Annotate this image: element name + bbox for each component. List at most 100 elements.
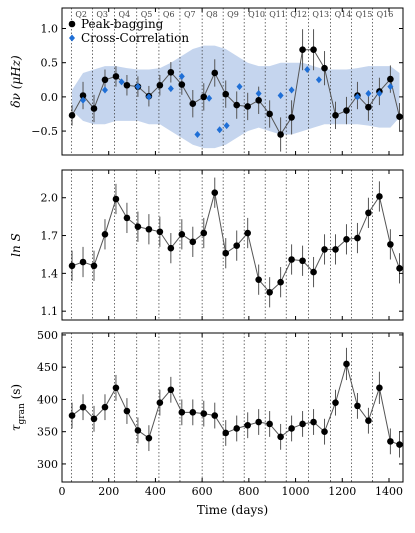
point [222,429,230,437]
point [277,278,284,286]
point [112,73,120,80]
x-tick-label: 0 [59,485,66,498]
point [101,230,109,238]
point [211,69,219,77]
point [255,89,262,97]
axes-frame [61,169,404,321]
point [145,93,152,101]
quarter-label: Q9 [227,10,239,19]
point [299,46,306,54]
x-tick-label: 200 [98,485,119,498]
point [365,89,372,97]
point [310,268,317,276]
point [332,399,339,406]
point [123,81,131,89]
point [167,85,174,93]
point [277,92,284,100]
series-line [71,362,400,446]
quarter-label: Q3 [96,10,108,19]
point [277,433,284,441]
point [332,112,339,119]
point [189,100,197,108]
point [134,83,141,91]
point [277,131,284,138]
point [178,81,186,88]
y-axis-label-part: τ [9,424,23,431]
uncertainty-band [72,45,400,149]
point [156,81,164,89]
point [288,86,295,94]
quarter-label: Q6 [163,10,175,19]
quarter-label: Q15 [356,10,373,19]
point [101,76,109,84]
y-axis-label: τgran (s) [9,384,27,431]
point [266,288,273,296]
y-tick-label: 1.7 [41,230,59,243]
axes-frame [61,7,404,156]
point [332,246,339,253]
point [365,103,372,111]
point [315,76,322,84]
y-axis-label: ln S [9,233,23,257]
y-tick-label: −0.5 [31,125,58,138]
point [80,96,87,104]
quarter-label: Q2 [75,10,87,19]
point [343,236,350,243]
quarter-label: Q16 [377,10,394,19]
point [310,46,317,54]
x-tick-label: 400 [145,485,166,498]
plot-area [68,170,403,320]
point [178,72,185,80]
point [354,234,361,242]
point [156,228,164,236]
point [145,434,153,442]
x-tick-label: 1000 [282,485,310,498]
point [266,420,273,428]
point [223,122,230,130]
quarter-label: Q10 [248,10,265,19]
point [255,276,262,283]
y-tick-label: 1.4 [41,267,59,280]
point [288,114,295,121]
point [236,83,243,91]
point [156,399,164,406]
point [194,130,201,138]
point [112,384,120,392]
point [233,242,241,249]
quarter-label: Q14 [335,10,352,19]
point [200,410,208,417]
y-axis-label: δν (μHz) [9,55,23,108]
point [321,246,328,253]
point [376,89,383,97]
legend-marker [69,34,75,42]
point [233,425,241,432]
point [145,225,153,233]
point [79,92,87,99]
y-axis-label-part: gran [17,403,27,424]
legend-marker [68,20,76,28]
plot-area [68,8,403,155]
legend-label: Peak-bagging [81,17,164,31]
point [90,262,98,270]
point [200,93,208,101]
point [118,78,125,86]
point [211,189,219,196]
y-tick-label: 1.1 [41,305,59,318]
point [222,90,230,98]
x-tick-label: 600 [192,485,213,498]
y-tick-label: 1.0 [41,23,59,36]
point [255,97,262,104]
point [343,107,350,114]
y-tick-label: 0.0 [41,91,59,104]
point [396,441,403,448]
point [189,238,197,246]
y-tick-label: 450 [37,361,58,374]
quarter-label: Q8 [206,10,218,19]
y-axis-label-part: (s) [9,384,23,403]
point [387,83,394,91]
point [396,265,403,272]
y-tick-label: 0.5 [41,57,59,70]
point [376,193,383,200]
point [321,64,328,72]
point [211,412,219,419]
